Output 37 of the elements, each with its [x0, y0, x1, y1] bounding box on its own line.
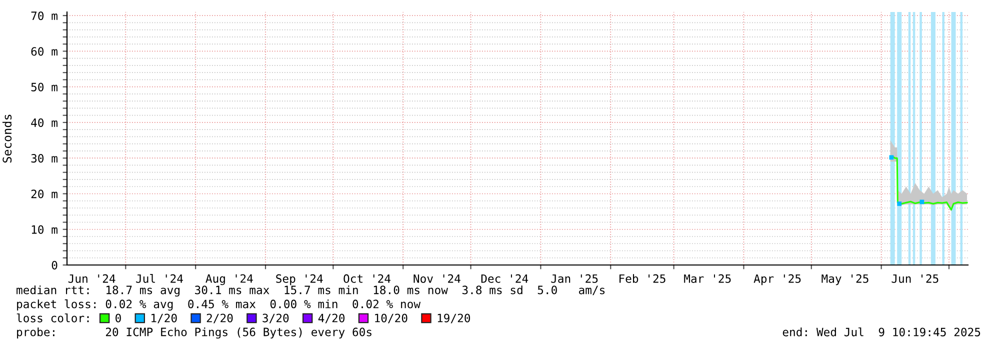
x-tick-label: May '25 — [822, 274, 868, 286]
y-tick-label: 10 m — [32, 225, 58, 234]
x-tick-label: Apr '25 — [754, 274, 801, 286]
point — [889, 155, 894, 160]
text: packet loss: 0.02 % avg 0.45 % max 0.00 % min 0.02 % now — [17, 299, 421, 311]
text: end: Wed Jul 9 10:19:45 2025 — [782, 327, 980, 336]
y-tick-label: 30 m — [31, 154, 58, 163]
legend-label: 0 — [116, 314, 121, 322]
x-tick-label: Nov '24 — [414, 274, 460, 283]
x-tick-label: Jun '25 — [892, 274, 938, 283]
y-axis-title: Seconds — [2, 114, 12, 163]
x-tick-label: Mar '25 — [684, 274, 731, 283]
legend-label: 4/20 — [318, 314, 345, 324]
x-tick-label: Jul '24 — [136, 274, 183, 283]
text: probe: 20 ICMP Echo Pings (56 Bytes) every 60s — [17, 327, 372, 339]
legend-label: 3/20 — [262, 314, 289, 324]
x-tick-label: Jan '25 — [551, 274, 598, 283]
legend-label: 10/20 — [375, 314, 408, 324]
x-tick-label: Jun '24 — [68, 274, 116, 283]
y-tick-label: 70 m — [31, 11, 58, 20]
point — [920, 200, 924, 204]
text: median rtt: 18.7 ms avg 30.1 ms max 15.7 ms min 18.0 ms now 3.8 ms sd 5.0 am/s — [16, 285, 605, 297]
x-tick-label: Dec '24 — [481, 274, 528, 283]
legend-label: 19/20 — [438, 314, 470, 324]
legend-title: loss color: — [16, 313, 89, 322]
x-tick-label: Oct '24 — [344, 274, 390, 283]
x-tick-label: Aug '24 — [206, 274, 253, 286]
y-tick-label: 40 m — [31, 118, 58, 127]
point — [897, 202, 902, 206]
legend-label: 2/20 — [206, 314, 233, 324]
y-tick-label: 20 m — [31, 190, 58, 198]
x-tick-label: Sep '24 — [276, 274, 323, 286]
y-tick-label: 0 — [52, 260, 58, 270]
y-tick-label: 60 m — [31, 47, 58, 56]
y-tick-label: 50 m — [31, 82, 58, 92]
x-tick-label: Feb '25 — [620, 274, 666, 283]
legend-label: 1/20 — [152, 314, 177, 324]
